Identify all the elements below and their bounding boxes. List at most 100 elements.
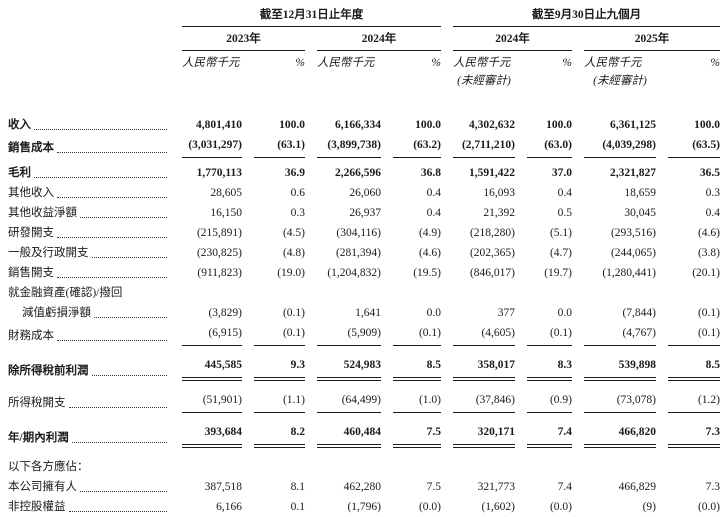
value-cell: 0.3 — [705, 187, 720, 199]
row-label-cell: 銷售成本 — [8, 138, 170, 158]
table-row: 研發開支 (215,891) (4.5) (304,116) (4.9) (218,280… — [8, 223, 720, 243]
value-cell: (4.9) — [418, 227, 441, 239]
value-cell: (1,280,441) — [602, 267, 656, 279]
value-cell: (0.1) — [282, 307, 305, 319]
percent-header: % — [562, 57, 572, 69]
table-header-year-row: 2023年 2024年 2024年 2025年 — [8, 32, 720, 51]
value-cell: 393,684 — [182, 422, 242, 448]
table-row: 銷售開支 (911,823) (19.0) (1,204,832) (19.5) (846… — [8, 263, 720, 283]
value-cell: 36.8 — [420, 167, 441, 179]
value-cell: (911,823) — [197, 267, 242, 279]
value-cell: (5,909) — [317, 323, 381, 346]
value-cell: (4,605) — [453, 323, 515, 346]
unit-header: 人民幣千元 — [317, 57, 375, 69]
period-group-title: 截至12月31日止年度 — [259, 9, 364, 21]
value-cell: 4,801,410 — [196, 119, 242, 131]
value-cell: (19.5) — [413, 267, 441, 279]
value-cell: (1,204,832) — [327, 267, 381, 279]
row-label: 非控股權益 — [8, 501, 66, 513]
period-group-nine-months: 截至9月30日止九個月 — [453, 8, 720, 27]
value-cell: 466,820 — [584, 422, 656, 448]
row-label-cell: 銷售開支 — [8, 263, 170, 283]
value-cell: (1.0) — [393, 390, 441, 413]
value-cell: 100.0 — [694, 119, 720, 131]
value-cell: 0.1 — [290, 501, 305, 513]
year-header-2024: 2024年 — [317, 32, 441, 51]
row-label-cell: 研發開支 — [8, 223, 170, 243]
value-cell: 4,302,632 — [469, 119, 515, 131]
value-cell: 0.4 — [426, 207, 441, 219]
unaudited-note: (未經審計) — [457, 75, 511, 87]
value-cell: 7.3 — [668, 422, 720, 448]
row-label-cell: 就金融資產(確認)/撥回 — [8, 283, 170, 303]
value-cell: 0.4 — [705, 207, 720, 219]
value-cell: (281,394) — [335, 247, 381, 259]
value-cell: 1,591,422 — [469, 167, 515, 179]
table-header-period-row: 截至12月31日止年度 截至9月30日止九個月 — [8, 8, 720, 27]
value-cell: (0.1) — [254, 323, 305, 346]
value-cell: (0.1) — [527, 323, 572, 346]
value-cell: 36.5 — [699, 167, 720, 179]
value-cell: 6,361,125 — [610, 119, 656, 131]
value-cell: 7.4 — [557, 481, 572, 493]
value-cell: (1.2) — [668, 390, 720, 413]
dotted-leader — [57, 277, 167, 278]
year-header-9m-2025: 2025年 — [584, 32, 720, 51]
table-row: 本公司擁有人 387,518 8.1 462,280 7.5 321,773 7.4 466,… — [8, 477, 720, 497]
value-cell: (5.1) — [549, 227, 572, 239]
value-cell: (3.8) — [697, 247, 720, 259]
unit-header: 人民幣千元 — [453, 57, 511, 69]
value-cell: (63.2) — [393, 135, 441, 158]
table-row: 非控股權益 6,166 0.1 (1,796) (0.0) (1,602) (0.0) (9)… — [8, 497, 720, 517]
row-label: 所得稅開支 — [8, 397, 66, 409]
value-cell: 321,773 — [477, 481, 515, 493]
value-cell: 7.5 — [393, 422, 441, 448]
row-label: 研發開支 — [8, 227, 54, 239]
value-cell: 1,770,113 — [196, 167, 242, 179]
row-label-cell: 毛利 — [8, 163, 170, 183]
year-label: 2024年 — [361, 33, 397, 45]
value-cell: (293,516) — [610, 227, 656, 239]
value-cell: 36.9 — [284, 167, 305, 179]
value-cell: 0.0 — [557, 307, 572, 319]
value-cell: 445,585 — [182, 355, 242, 381]
year-label: 2024年 — [495, 33, 530, 45]
row-label-cell: 其他收益淨額 — [8, 203, 170, 223]
dotted-leader — [68, 511, 167, 512]
row-label-cell: 收入 — [8, 115, 170, 135]
unit-header: 人民幣千元 — [182, 57, 240, 69]
value-cell: (1,796) — [347, 501, 381, 513]
value-cell: (4.7) — [549, 247, 572, 259]
dotted-leader — [57, 197, 167, 198]
value-cell: (64,499) — [317, 390, 381, 413]
row-label: 一般及行政開支 — [8, 247, 89, 259]
value-cell: 377 — [497, 307, 515, 319]
value-cell: 8.1 — [290, 481, 305, 493]
value-cell: 30,045 — [624, 207, 656, 219]
value-cell: (0.0) — [697, 501, 720, 513]
value-cell: (0.9) — [527, 390, 572, 413]
value-cell: (4.6) — [418, 247, 441, 259]
value-cell: 6,166 — [216, 501, 242, 513]
table-row: 就金融資產(確認)/撥回 — [8, 283, 720, 303]
row-label: 就金融資產(確認)/撥回 — [8, 287, 123, 299]
unaudited-note: (未經審計) — [593, 75, 647, 87]
row-label: 毛利 — [8, 167, 31, 179]
value-cell: (4.5) — [282, 227, 305, 239]
row-label: 財務成本 — [8, 330, 54, 342]
value-cell: 466,829 — [618, 481, 656, 493]
table-body: 收入 4,801,410 100.0 6,166,334 100.0 4,302,632 1… — [8, 115, 720, 517]
value-cell: 100.0 — [415, 119, 441, 131]
value-cell: (0.0) — [549, 501, 572, 513]
period-group-year-ended: 截至12月31日止年度 — [182, 8, 441, 27]
row-label: 年/期內利潤 — [8, 432, 69, 444]
value-cell: 7.4 — [527, 422, 572, 448]
value-cell: (846,017) — [469, 267, 515, 279]
value-cell: 7.3 — [705, 481, 720, 493]
value-cell: 0.4 — [426, 187, 441, 199]
year-label: 2023年 — [226, 33, 261, 45]
dotted-leader — [80, 217, 167, 218]
value-cell: 0.3 — [290, 207, 305, 219]
table-row: 除所得稅前利潤 445,585 9.3 524,983 8.5 358,017 8.3 539… — [8, 355, 720, 381]
value-cell: 2,266,596 — [335, 167, 381, 179]
